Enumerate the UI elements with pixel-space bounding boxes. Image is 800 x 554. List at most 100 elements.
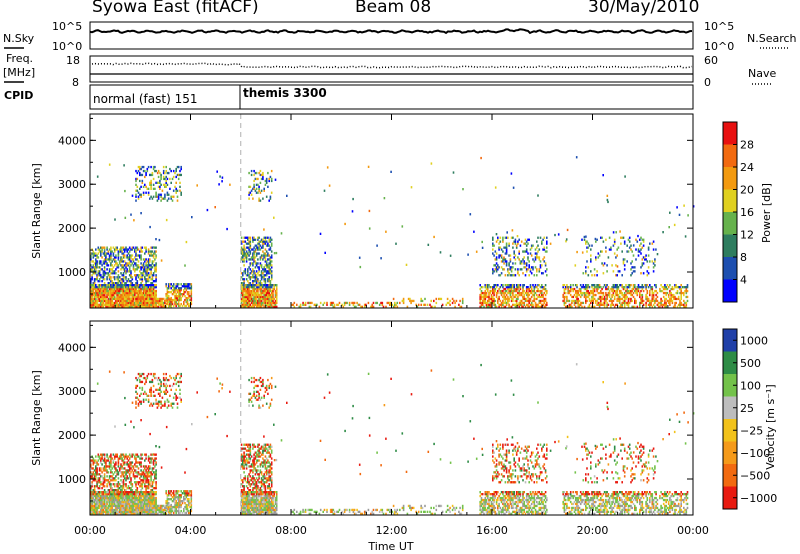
power-cell [661, 289, 664, 293]
power-cell [527, 299, 529, 303]
power-cell [171, 199, 174, 202]
power-cell [684, 301, 686, 305]
power-cell [180, 289, 182, 292]
power-cell [252, 238, 254, 241]
power-cell [564, 286, 567, 289]
power-cell [543, 236, 546, 239]
power-cell [574, 299, 577, 303]
power-cell [586, 284, 588, 287]
power-cell [117, 252, 120, 255]
power-cell [488, 297, 490, 301]
power-cell [538, 293, 541, 297]
power-cell [115, 272, 117, 275]
power-cell [579, 289, 582, 293]
power-cell [144, 297, 146, 301]
power-cell [150, 270, 152, 273]
power-cell [180, 293, 182, 296]
power-cell [520, 291, 523, 295]
velocity-cell [90, 475, 92, 478]
power-cell [680, 293, 682, 297]
power-cell [122, 266, 125, 269]
power-cell [140, 212, 142, 215]
power-cell [169, 304, 171, 308]
power-cell [127, 305, 130, 308]
power-cell [269, 282, 272, 285]
power-cell [502, 291, 504, 295]
power-cell [263, 242, 265, 245]
power-cell [660, 284, 662, 287]
power-cell [166, 289, 169, 292]
power-cell [512, 274, 514, 277]
power-cell [151, 295, 154, 299]
power-cell [120, 303, 122, 306]
power-cell [121, 293, 123, 297]
power-cell [108, 278, 111, 281]
power-cell [618, 291, 621, 295]
power-cell [259, 280, 262, 283]
power-cell [244, 295, 247, 299]
power-cell [679, 299, 681, 303]
power-cell [93, 262, 96, 265]
power-cell [166, 191, 169, 194]
power-cell [176, 285, 179, 288]
power-cell [252, 258, 254, 261]
power-cell [358, 303, 361, 306]
power-cell [591, 295, 593, 299]
power-cell [132, 295, 135, 299]
power-cell [107, 305, 110, 308]
power-cell [243, 236, 245, 239]
power-cell [484, 299, 487, 303]
power-cell [602, 240, 605, 243]
power-cell [585, 242, 587, 245]
power-cell [97, 305, 100, 308]
power-cell [530, 246, 533, 249]
power-cell [113, 284, 116, 287]
power-cell [240, 236, 243, 239]
power-cell [576, 297, 578, 301]
power-cell [262, 246, 264, 249]
power-cell [270, 303, 273, 306]
power-cell [520, 268, 523, 271]
power-cell [573, 303, 576, 306]
power-cell [93, 295, 96, 299]
power-cell [262, 301, 264, 305]
power-cell [586, 289, 588, 293]
power-cell [495, 256, 498, 259]
power-cell [91, 293, 93, 297]
power-cell [502, 295, 504, 299]
power-cell [123, 268, 126, 271]
power-cell [105, 272, 107, 275]
power-cell [249, 236, 252, 239]
power-cell [258, 171, 260, 175]
power-cell [517, 287, 519, 291]
power-cell [139, 287, 141, 291]
power-cell [254, 177, 257, 181]
power-cell [674, 303, 676, 306]
power-cell [97, 274, 100, 277]
power-cell [577, 303, 579, 306]
power-cell [601, 297, 603, 301]
power-cell [265, 289, 268, 293]
power-cell [507, 268, 509, 271]
power-cell [243, 244, 245, 247]
power-cell [650, 287, 652, 291]
power-cell [141, 266, 144, 269]
power-cell [97, 256, 100, 259]
power-cell [93, 287, 96, 291]
power-cell [649, 284, 651, 287]
power-cell [637, 287, 640, 291]
velocity-cell [105, 479, 107, 482]
power-cell [172, 287, 175, 290]
power-cell [171, 195, 174, 198]
power-cell [519, 301, 522, 305]
power-cell [534, 303, 537, 306]
power-cell [376, 244, 378, 247]
power-cell [144, 276, 146, 279]
power-cell [106, 272, 108, 275]
power-cell [183, 293, 185, 296]
power-cell [146, 266, 149, 269]
power-cell [97, 286, 100, 289]
power-cell [106, 299, 108, 303]
velocity-cell [91, 473, 93, 476]
power-cell [651, 305, 654, 308]
